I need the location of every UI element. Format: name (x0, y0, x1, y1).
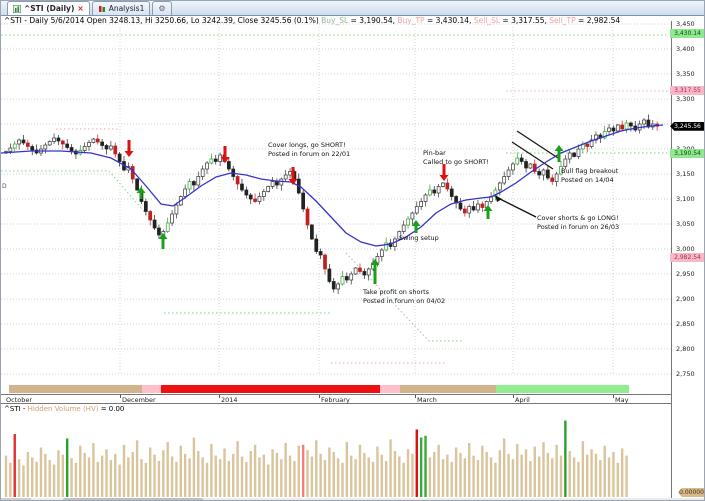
month-label: October (6, 396, 33, 404)
price-label: 2,900 (676, 295, 695, 303)
price-label: 3,100 (676, 195, 695, 203)
volume-label-segment: ^STI - (4, 405, 28, 413)
flag-channel (511, 130, 559, 170)
tab-close-icon[interactable]: × (77, 4, 84, 13)
red-down-arrow (220, 146, 230, 163)
chart-annotations: Cover longs, go SHORT!Posted in forum on… (268, 141, 619, 305)
price-label: 3,050 (676, 220, 695, 228)
price-label: 3,150 (676, 170, 695, 178)
left-axis-marker: D (2, 183, 7, 190)
scrollbar-thumb[interactable] (63, 498, 203, 500)
chart-annotation: Cover longs, go SHORT! (268, 141, 346, 149)
main-price-chart[interactable]: Cover longs, go SHORT!Posted in forum on… (1, 21, 705, 394)
gear-icon: ⚙ (158, 4, 166, 13)
month-band (9, 385, 629, 393)
green-up-arrow (370, 259, 380, 284)
price-label: 2,800 (676, 345, 695, 353)
chart-annotation: Bull flag breakout (561, 167, 619, 175)
chart-annotation: Cover shorts & go LONG! (537, 214, 619, 222)
price-label: 3,200 (676, 145, 695, 153)
red-down-arrow (288, 167, 298, 185)
month-label: March (417, 396, 437, 404)
volume-value-badge: 0.00000 (678, 488, 704, 497)
chart-annotation: Posted in forum on 04/02 (363, 297, 445, 305)
price-label: 3,350 (676, 70, 695, 78)
price-badge: 3,430.14 (670, 29, 704, 39)
price-badge: 3,317.55 (670, 85, 704, 95)
price-label: 3,450 (676, 20, 695, 28)
volume-pane-label: ^STI - Hidden Volume (HV) = 0.00 (4, 405, 124, 414)
title-segment: Buy_TP (397, 16, 425, 25)
month-label: February (321, 396, 350, 404)
analysis-tab-icon (98, 5, 105, 12)
green-up-arrow (158, 233, 168, 249)
green-up-arrow (411, 220, 421, 233)
axis-tick (219, 395, 220, 398)
axis-tick (319, 395, 320, 398)
red-down-arrow (439, 164, 449, 181)
pointer-line (495, 195, 537, 218)
red-down-arrow (124, 140, 134, 157)
horizontal-scrollbar[interactable] (1, 498, 704, 500)
candles (4, 114, 659, 294)
title-segment: Sell_TP (549, 16, 576, 25)
chart-annotation: Posted in forum on 26/03 (537, 223, 619, 231)
chart-annotation: Take profit on shorts (362, 288, 430, 296)
tab-label: Analysis1 (108, 4, 145, 13)
chart-annotation: Called to go SHORT! (423, 158, 489, 166)
title-segment: = 2,982.54 (575, 16, 621, 25)
scrollbar-button[interactable] (1, 498, 31, 500)
tp-sl-dotted-line (56, 90, 669, 364)
chart-tab-icon (13, 4, 21, 13)
price-label: 3,300 (676, 95, 695, 103)
price-label: 3,000 (676, 245, 695, 253)
axis-tick (415, 395, 416, 398)
trade-arrows (124, 140, 564, 284)
title-segment: Sell_SL (473, 16, 501, 25)
volume-pane[interactable] (1, 414, 671, 498)
volume-label-segment: Hidden Volume (HV) (27, 405, 99, 413)
chart-annotation: Swing setup (399, 234, 439, 242)
title-segment: Buy_SL (321, 16, 349, 25)
chart-annotation: Pin-bar (423, 149, 446, 157)
month-label: April (515, 396, 530, 404)
title-segment: = 3,430.14, (424, 16, 474, 25)
time-axis: October December 2014 February March April May (1, 394, 671, 404)
green-up-arrow (554, 145, 564, 162)
tp-sl-dotted-line (1, 34, 669, 342)
axis-tick (513, 395, 514, 398)
tab-sti-daily[interactable]: ^STI (Daily) × (7, 1, 90, 15)
price-label: 2,750 (676, 370, 695, 378)
green-up-arrow (483, 205, 493, 219)
volume-bars (4, 420, 628, 497)
title-segment: = 3,190.54, (348, 16, 398, 25)
tab-settings[interactable]: ⚙ (152, 1, 172, 15)
tab-analysis1[interactable]: Analysis1 (91, 1, 151, 15)
tab-bar: ^STI (Daily) × Analysis1 ⚙ (1, 1, 704, 16)
grid-lines (1, 23, 671, 375)
green-up-arrow (136, 187, 146, 199)
price-badge: 3,245.56 (670, 121, 704, 131)
tab-label: ^STI (Daily) (24, 4, 75, 13)
title-segment: = 3,317.55, (500, 16, 550, 25)
price-label: 2,950 (676, 270, 695, 278)
axis-tick (613, 395, 614, 398)
axis-tick (120, 395, 121, 398)
price-badge: 2,982.54 (670, 253, 704, 263)
chart-title: ^STI - Daily 5/6/2014 Open 3248.13, Hi 3… (4, 16, 620, 26)
volume-label-segment: = 0.00 (98, 405, 125, 413)
month-label: December (122, 396, 156, 404)
price-label: 2,850 (676, 320, 695, 328)
chart-annotation: Posted in forum on 22/01 (268, 150, 350, 158)
month-label: 2014 (221, 396, 238, 404)
price-badge: 3,190.54 (670, 149, 704, 159)
moving-average-line (1, 124, 664, 247)
chart-annotation: Posted on 14/04 (561, 176, 614, 184)
title-segment: ^STI - Daily 5/6/2014 Open 3248.13, Hi 3… (4, 16, 322, 25)
price-label: 3,400 (676, 45, 695, 53)
month-label: May (615, 396, 629, 404)
